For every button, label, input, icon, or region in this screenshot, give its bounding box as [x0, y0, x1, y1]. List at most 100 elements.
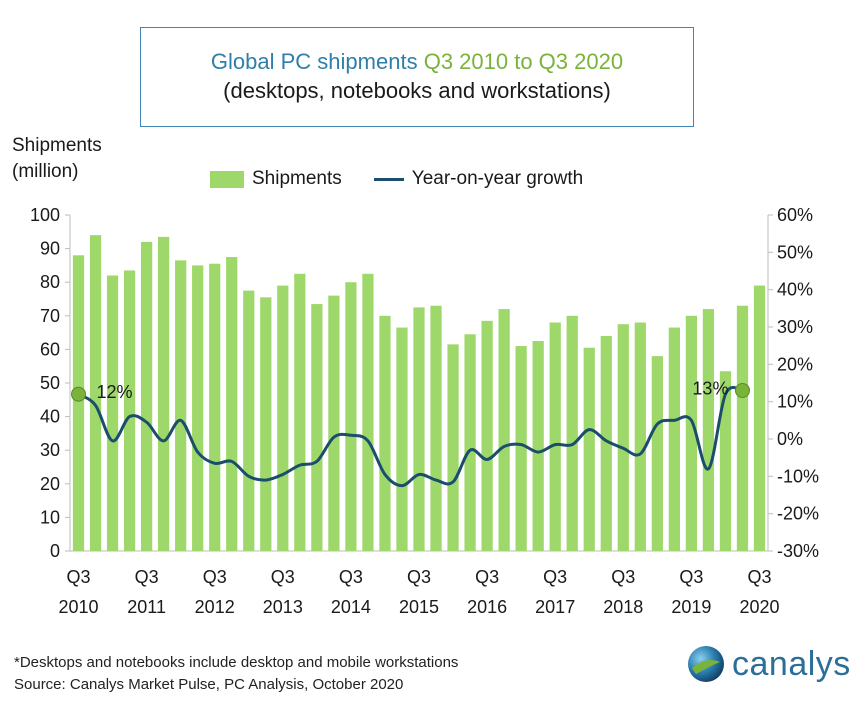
x-tick-label-quarter: Q3 — [679, 567, 703, 587]
growth-annotation: 13% — [692, 378, 728, 398]
shipment-bar — [226, 257, 238, 551]
x-tick-label-year: 2016 — [467, 597, 507, 617]
y-axis-title-line2: (million) — [12, 161, 79, 182]
shipment-bar — [140, 241, 153, 551]
x-tick-label-year: 2018 — [603, 597, 643, 617]
chart-title-box: Global PC shipments Q3 2010 to Q3 2020 (… — [140, 27, 694, 127]
globe-icon — [688, 646, 724, 682]
right-tick-label: 0% — [777, 429, 803, 449]
right-tick-label: 20% — [777, 354, 813, 374]
y-axis-title-line1: Shipments — [12, 135, 102, 156]
left-tick-label: 80 — [40, 272, 60, 292]
x-tick-label-quarter: Q3 — [543, 567, 567, 587]
shipment-bar — [413, 307, 425, 551]
logo-text: canalys — [732, 644, 851, 683]
x-tick-label-year: 2013 — [263, 597, 303, 617]
x-tick-label-year: 2010 — [58, 597, 98, 617]
footnote: *Desktops and notebooks include desktop … — [14, 652, 458, 696]
shipment-bar — [89, 235, 102, 551]
shipment-bar — [668, 327, 680, 551]
y-axis-title: Shipments (million) — [12, 133, 102, 185]
shipment-bar — [243, 290, 255, 551]
chart-legend: Shipments Year-on-year growth — [210, 168, 583, 190]
shipment-bar — [209, 263, 221, 551]
shipment-bar — [447, 344, 459, 551]
chart-subtitle: (desktops, notebooks and workstations) — [223, 78, 611, 103]
title-part-2: Q3 2010 to Q3 2020 — [423, 49, 624, 74]
x-tick-label-year: 2019 — [671, 597, 711, 617]
shipment-bar — [123, 270, 136, 551]
right-tick-label: -10% — [777, 466, 819, 486]
shipment-bar — [719, 371, 732, 551]
x-tick-label-quarter: Q3 — [271, 567, 295, 587]
canalys-logo: canalys — [686, 644, 851, 684]
x-tick-label-quarter: Q3 — [339, 567, 363, 587]
shipment-bar — [515, 346, 527, 551]
footnote-source: Source: Canalys Market Pulse, PC Analysi… — [14, 676, 404, 693]
shipment-bar — [311, 304, 323, 551]
shipment-bar — [106, 275, 119, 551]
x-tick-label-quarter: Q3 — [135, 567, 159, 587]
shipment-bar — [464, 334, 476, 551]
right-tick-label: 40% — [777, 280, 813, 300]
chart-title: Global PC shipments Q3 2010 to Q3 2020 — [141, 48, 693, 76]
growth-marker — [71, 386, 87, 402]
left-tick-label: 90 — [40, 239, 60, 259]
shipment-bar — [260, 297, 272, 551]
x-tick-label-year: 2017 — [535, 597, 575, 617]
left-tick-label: 60 — [40, 339, 60, 359]
left-tick-label: 50 — [40, 373, 60, 393]
growth-annotation: 12% — [97, 382, 133, 402]
shipment-bar — [345, 282, 357, 551]
right-tick-label: 60% — [777, 205, 813, 225]
shipment-bar — [430, 305, 442, 551]
shipment-bar — [498, 309, 510, 551]
growth-marker — [734, 382, 750, 398]
shipment-bar — [532, 341, 544, 551]
footnote-line-1: *Desktops and notebooks include desktop … — [14, 654, 459, 671]
legend-swatch-shipments — [210, 170, 244, 188]
shipment-bar — [736, 305, 749, 551]
right-tick-label: 10% — [777, 392, 813, 412]
shipment-bar — [583, 347, 595, 551]
x-tick-label-quarter: Q3 — [407, 567, 431, 587]
chart-plot: 0 10 20 30 40 50 60 70 80 90 100 -30% -20% -10% 0% 10% 2… — [30, 205, 819, 617]
legend-label-growth: Year-on-year growth — [411, 168, 584, 189]
left-tick-label: 20 — [40, 474, 60, 494]
x-tick-label-quarter: Q3 — [203, 567, 227, 587]
shipment-bar — [158, 236, 170, 551]
x-tick-label-quarter: Q3 — [475, 567, 499, 587]
right-tick-label: 30% — [777, 317, 813, 337]
legend-label-shipments: Shipments — [252, 168, 342, 189]
right-tick-label: 50% — [777, 242, 813, 262]
x-tick-label-quarter: Q3 — [67, 567, 91, 587]
left-tick-label: 100 — [30, 205, 60, 225]
shipment-bar — [702, 309, 715, 551]
growth-line — [77, 385, 743, 488]
shipment-bar — [634, 322, 646, 551]
left-tick-label: 0 — [50, 541, 60, 561]
shipment-bar — [481, 320, 493, 551]
shipment-bar — [753, 285, 766, 551]
left-tick-label: 70 — [40, 306, 60, 326]
shipment-bar — [600, 335, 612, 551]
shipment-bar — [72, 255, 85, 551]
shipment-bar — [549, 322, 561, 551]
shipment-bar — [362, 273, 374, 551]
x-tick-label-quarter: Q3 — [611, 567, 635, 587]
shipment-bar — [294, 273, 306, 551]
shipment-bar — [685, 315, 698, 551]
shipment-bar — [379, 315, 391, 551]
x-tick-label-year: 2014 — [331, 597, 371, 617]
shipment-bar — [617, 324, 629, 551]
right-tick-label: -20% — [777, 504, 819, 524]
left-tick-label: 40 — [40, 407, 60, 427]
right-tick-label: -30% — [777, 541, 819, 561]
x-tick-label-year: 2020 — [739, 597, 779, 617]
shipment-bar — [651, 356, 663, 551]
x-tick-label-quarter: Q3 — [747, 567, 771, 587]
left-tick-label: 30 — [40, 440, 60, 460]
x-tick-label-year: 2011 — [127, 597, 166, 617]
left-tick-label: 10 — [40, 507, 60, 527]
shipment-bar — [277, 285, 289, 551]
